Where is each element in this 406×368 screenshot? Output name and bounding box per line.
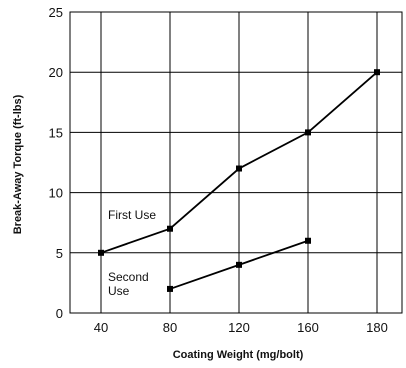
- x-tick-label: 160: [297, 320, 319, 335]
- annotation-second-use: Second Use: [108, 270, 149, 298]
- x-tick-label: 40: [94, 320, 108, 335]
- data-series: [98, 69, 380, 292]
- x-axis-title: Coating Weight (mg/bolt): [173, 349, 304, 361]
- y-tick-label: 0: [56, 306, 63, 321]
- data-point-first-use: [98, 249, 104, 256]
- data-point-second-use: [305, 237, 311, 244]
- annotation-line: Second: [108, 270, 149, 284]
- x-tick-label: 120: [228, 320, 250, 335]
- series-annotations: First Use Second Use: [108, 208, 156, 298]
- y-axis-title: Break-Away Torque (ft-lbs): [12, 94, 24, 234]
- tick-labels: 0 5 10 15 20 25 40 80 120 160 180: [49, 5, 388, 335]
- data-point-second-use: [236, 261, 242, 268]
- data-point-first-use: [305, 129, 311, 136]
- grid-lines: [70, 11, 402, 314]
- y-tick-label: 15: [49, 125, 63, 140]
- x-tick-label: 80: [163, 320, 177, 335]
- y-tick-label: 20: [49, 65, 63, 80]
- y-tick-label: 10: [49, 186, 63, 201]
- y-tick-label: 25: [49, 5, 63, 20]
- data-point-first-use: [374, 69, 380, 76]
- x-tick-label: 180: [366, 320, 388, 335]
- plot-area-frame: [69, 11, 403, 314]
- data-point-first-use: [236, 165, 242, 172]
- y-tick-label: 5: [56, 246, 63, 261]
- annotation-first-use: First Use: [108, 208, 156, 222]
- data-point-second-use: [167, 285, 173, 292]
- annotation-line: Use: [108, 284, 130, 298]
- annotation-line: First Use: [108, 208, 156, 222]
- data-point-first-use: [167, 225, 173, 232]
